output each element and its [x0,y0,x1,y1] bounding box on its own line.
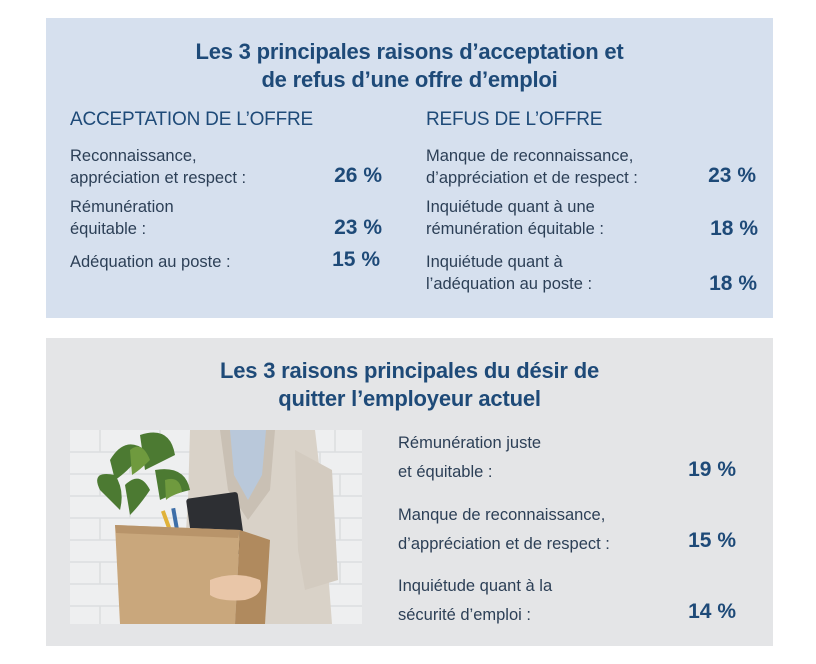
label-line: Reconnaissance, [70,147,197,165]
leave-item-2-value: 15 % [688,529,736,552]
label-line: Manque de reconnaissance, [426,147,634,165]
label-line: équitable : [70,220,147,238]
refusal-item-2-label: Inquiétude quant à une rémunération équi… [426,196,604,240]
title-line-1: Les 3 principales raisons d’acceptation … [195,39,624,64]
acceptance-item-3-value: 15 % [332,248,380,271]
refusal-item-2-value: 18 % [710,217,758,240]
leave-item-3-label: Inquiétude quant à la sécurité d’emploi … [398,575,552,626]
title-line-2: quitter l’employeur actuel [278,386,541,411]
label-line: d’appréciation et de respect : [398,535,610,553]
photo-illustration [70,430,362,624]
label-line: l’adéquation au poste : [426,275,593,293]
label-line: Manque de reconnaissance, [398,506,606,524]
leave-reasons-panel: Les 3 raisons principales du désir de qu… [46,338,773,646]
leave-reasons-title: Les 3 raisons principales du désir de qu… [46,357,773,413]
leave-item-2-label: Manque de reconnaissance, d’appréciation… [398,504,610,555]
label-line: et équitable : [398,463,493,481]
label-line: Adéquation au poste : [70,253,231,271]
label-line: d’appréciation et de respect : [426,169,638,187]
refusal-item-1-value: 23 % [708,164,756,187]
refusal-item-3-label: Inquiétude quant à l’adéquation au poste… [426,251,592,295]
leave-item-3-value: 14 % [688,600,736,623]
title-line-2: de refus d’une offre d’emploi [261,67,558,92]
label-line: Inquiétude quant à une [426,198,595,216]
offer-reasons-title: Les 3 principales raisons d’acceptation … [46,38,773,94]
leave-item-1-value: 19 % [688,458,736,481]
label-line: Rémunération juste [398,434,542,452]
label-line: rémunération équitable : [426,220,604,238]
label-line: sécurité d’emploi : [398,606,531,624]
acceptance-item-3-label: Adéquation au poste : [70,251,231,273]
acceptance-heading: ACCEPTATION DE L’OFFRE [70,109,313,130]
refusal-heading: REFUS DE L’OFFRE [426,109,603,130]
title-line-1: Les 3 raisons principales du désir de [220,358,599,383]
label-line: Rémunération [70,198,174,216]
label-line: Inquiétude quant à la [398,577,553,595]
refusal-item-3-value: 18 % [709,272,757,295]
office-worker-with-box-photo [70,430,362,624]
label-line: appréciation et respect : [70,169,247,187]
acceptance-item-2-label: Rémunération équitable : [70,196,174,240]
refusal-item-1-label: Manque de reconnaissance, d’appréciation… [426,145,638,189]
acceptance-item-2-value: 23 % [334,216,382,239]
acceptance-item-1-value: 26 % [334,164,382,187]
acceptance-item-1-label: Reconnaissance, appréciation et respect … [70,145,246,189]
offer-reasons-panel: Les 3 principales raisons d’acceptation … [46,18,773,318]
leave-item-1-label: Rémunération juste et équitable : [398,432,541,483]
label-line: Inquiétude quant à [426,253,563,271]
